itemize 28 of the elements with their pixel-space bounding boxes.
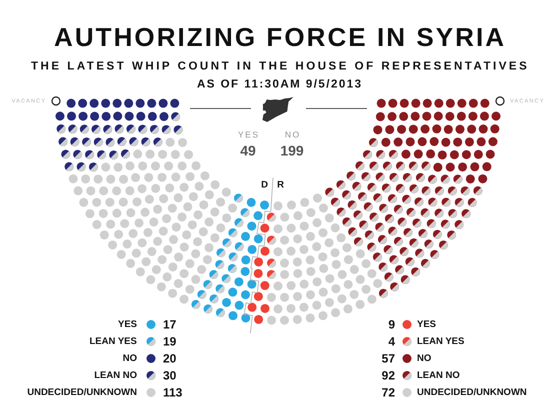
category-label: LEAN NO: [94, 370, 137, 382]
category-label: NO: [417, 353, 432, 364]
category-label: LEAN YES: [89, 336, 137, 348]
category-label: UNDECIDED/UNKNOWN: [417, 387, 527, 398]
text: AUTHORIZING FORCE IN SYRIA: [54, 22, 506, 52]
category-label: LEAN NO: [417, 370, 460, 382]
category-label: YES: [417, 319, 436, 330]
data-label: 4: [388, 334, 396, 348]
text: R: [277, 179, 284, 190]
data-label: 72: [382, 385, 396, 400]
text: 199: [280, 142, 304, 158]
text: NO: [284, 130, 301, 140]
category-label: UNDECIDED/UNKNOWN: [27, 387, 138, 398]
category-label: NO: [122, 353, 137, 364]
text: THE LATEST WHIP COUNT IN THE HOUSE OF REPRESENTATIVES AS OF 11:30AM 9/5/2013: [31, 60, 530, 90]
data-label: 19: [163, 334, 177, 348]
category-label: LEAN YES: [417, 336, 464, 348]
text: 49: [240, 142, 256, 158]
data-label: 9: [388, 317, 396, 332]
text: YES: [238, 130, 260, 140]
data-label: 57: [382, 351, 396, 366]
data-label: 17: [163, 317, 177, 332]
text: D: [261, 179, 268, 190]
data-label: 20: [163, 351, 177, 366]
category-label: YES: [118, 319, 138, 330]
data-label: 30: [163, 368, 177, 382]
data-label: 113: [163, 385, 183, 400]
data-label: 92: [382, 368, 396, 382]
